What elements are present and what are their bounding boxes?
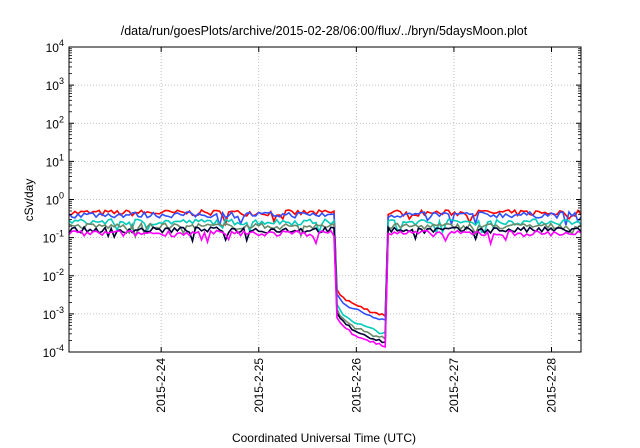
series-line-4 — [69, 224, 581, 340]
series-line-6 — [69, 231, 581, 347]
y-tick-label: 103 — [46, 76, 64, 93]
y-tick-label: 101 — [46, 152, 64, 169]
series-line-5 — [69, 227, 581, 342]
series-group — [69, 210, 581, 347]
x-tick-label: 2015-2-25 — [252, 358, 266, 413]
y-tick-label: 104 — [46, 38, 64, 55]
x-axis-label: Coordinated Universal Time (UTC) — [232, 431, 416, 445]
y-tick-label: 100 — [46, 191, 64, 208]
y-axis-label: cSv/day — [22, 179, 36, 222]
y-tick-label: 10-1 — [43, 229, 64, 246]
x-tick-label: 2015-2-24 — [154, 358, 168, 413]
y-axis: 10-4 10-3 10-2 10-1 100 101 102 103 104 — [43, 38, 581, 360]
y-tick-label: 102 — [46, 114, 64, 131]
x-tick-label: 2015-2-26 — [349, 358, 363, 413]
grid — [69, 47, 581, 352]
chart-title: /data/run/goesPlots/archive/2015-02-28/0… — [121, 24, 528, 38]
y-tick-label: 10-4 — [43, 343, 64, 360]
y-tick-label: 10-2 — [43, 267, 64, 284]
y-tick-label: 10-3 — [43, 305, 64, 322]
x-tick-label: 2015-2-28 — [545, 358, 559, 413]
x-tick-label: 2015-2-27 — [447, 358, 461, 413]
